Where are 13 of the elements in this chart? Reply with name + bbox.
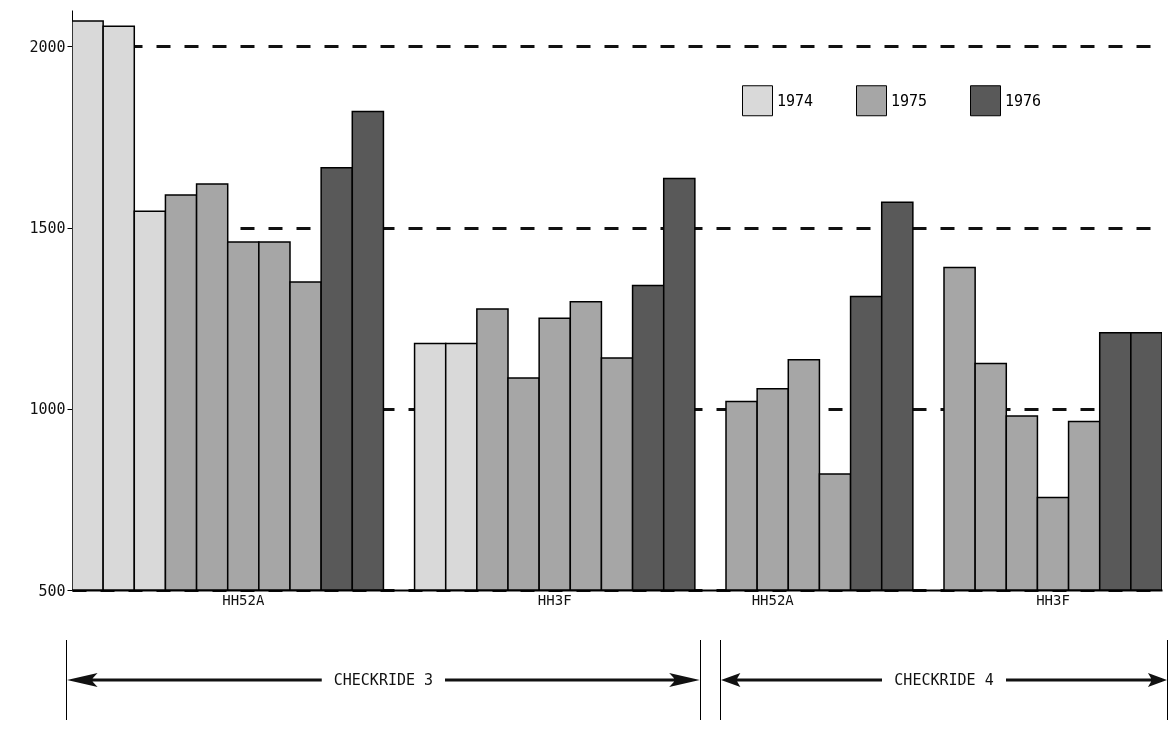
legend-label: 1975: [891, 91, 928, 110]
x-tick-label: HH3F: [1036, 591, 1070, 608]
text: CHECKRIDE 3: [332, 671, 435, 689]
y-tick-label: 500: [38, 581, 66, 600]
y-tick-label: 2000: [29, 37, 66, 56]
x-tick-label: HH3F: [537, 591, 572, 608]
x-tick-label: HH52A: [222, 591, 265, 608]
legend-label: 1976: [1005, 91, 1042, 110]
legend-label: 1974: [777, 91, 814, 110]
y-tick-label: 1000: [29, 400, 66, 419]
text: CHECKRIDE 4: [893, 671, 995, 689]
x-tick-label: HH52A: [751, 591, 795, 608]
y-tick-label: 1500: [29, 219, 66, 237]
